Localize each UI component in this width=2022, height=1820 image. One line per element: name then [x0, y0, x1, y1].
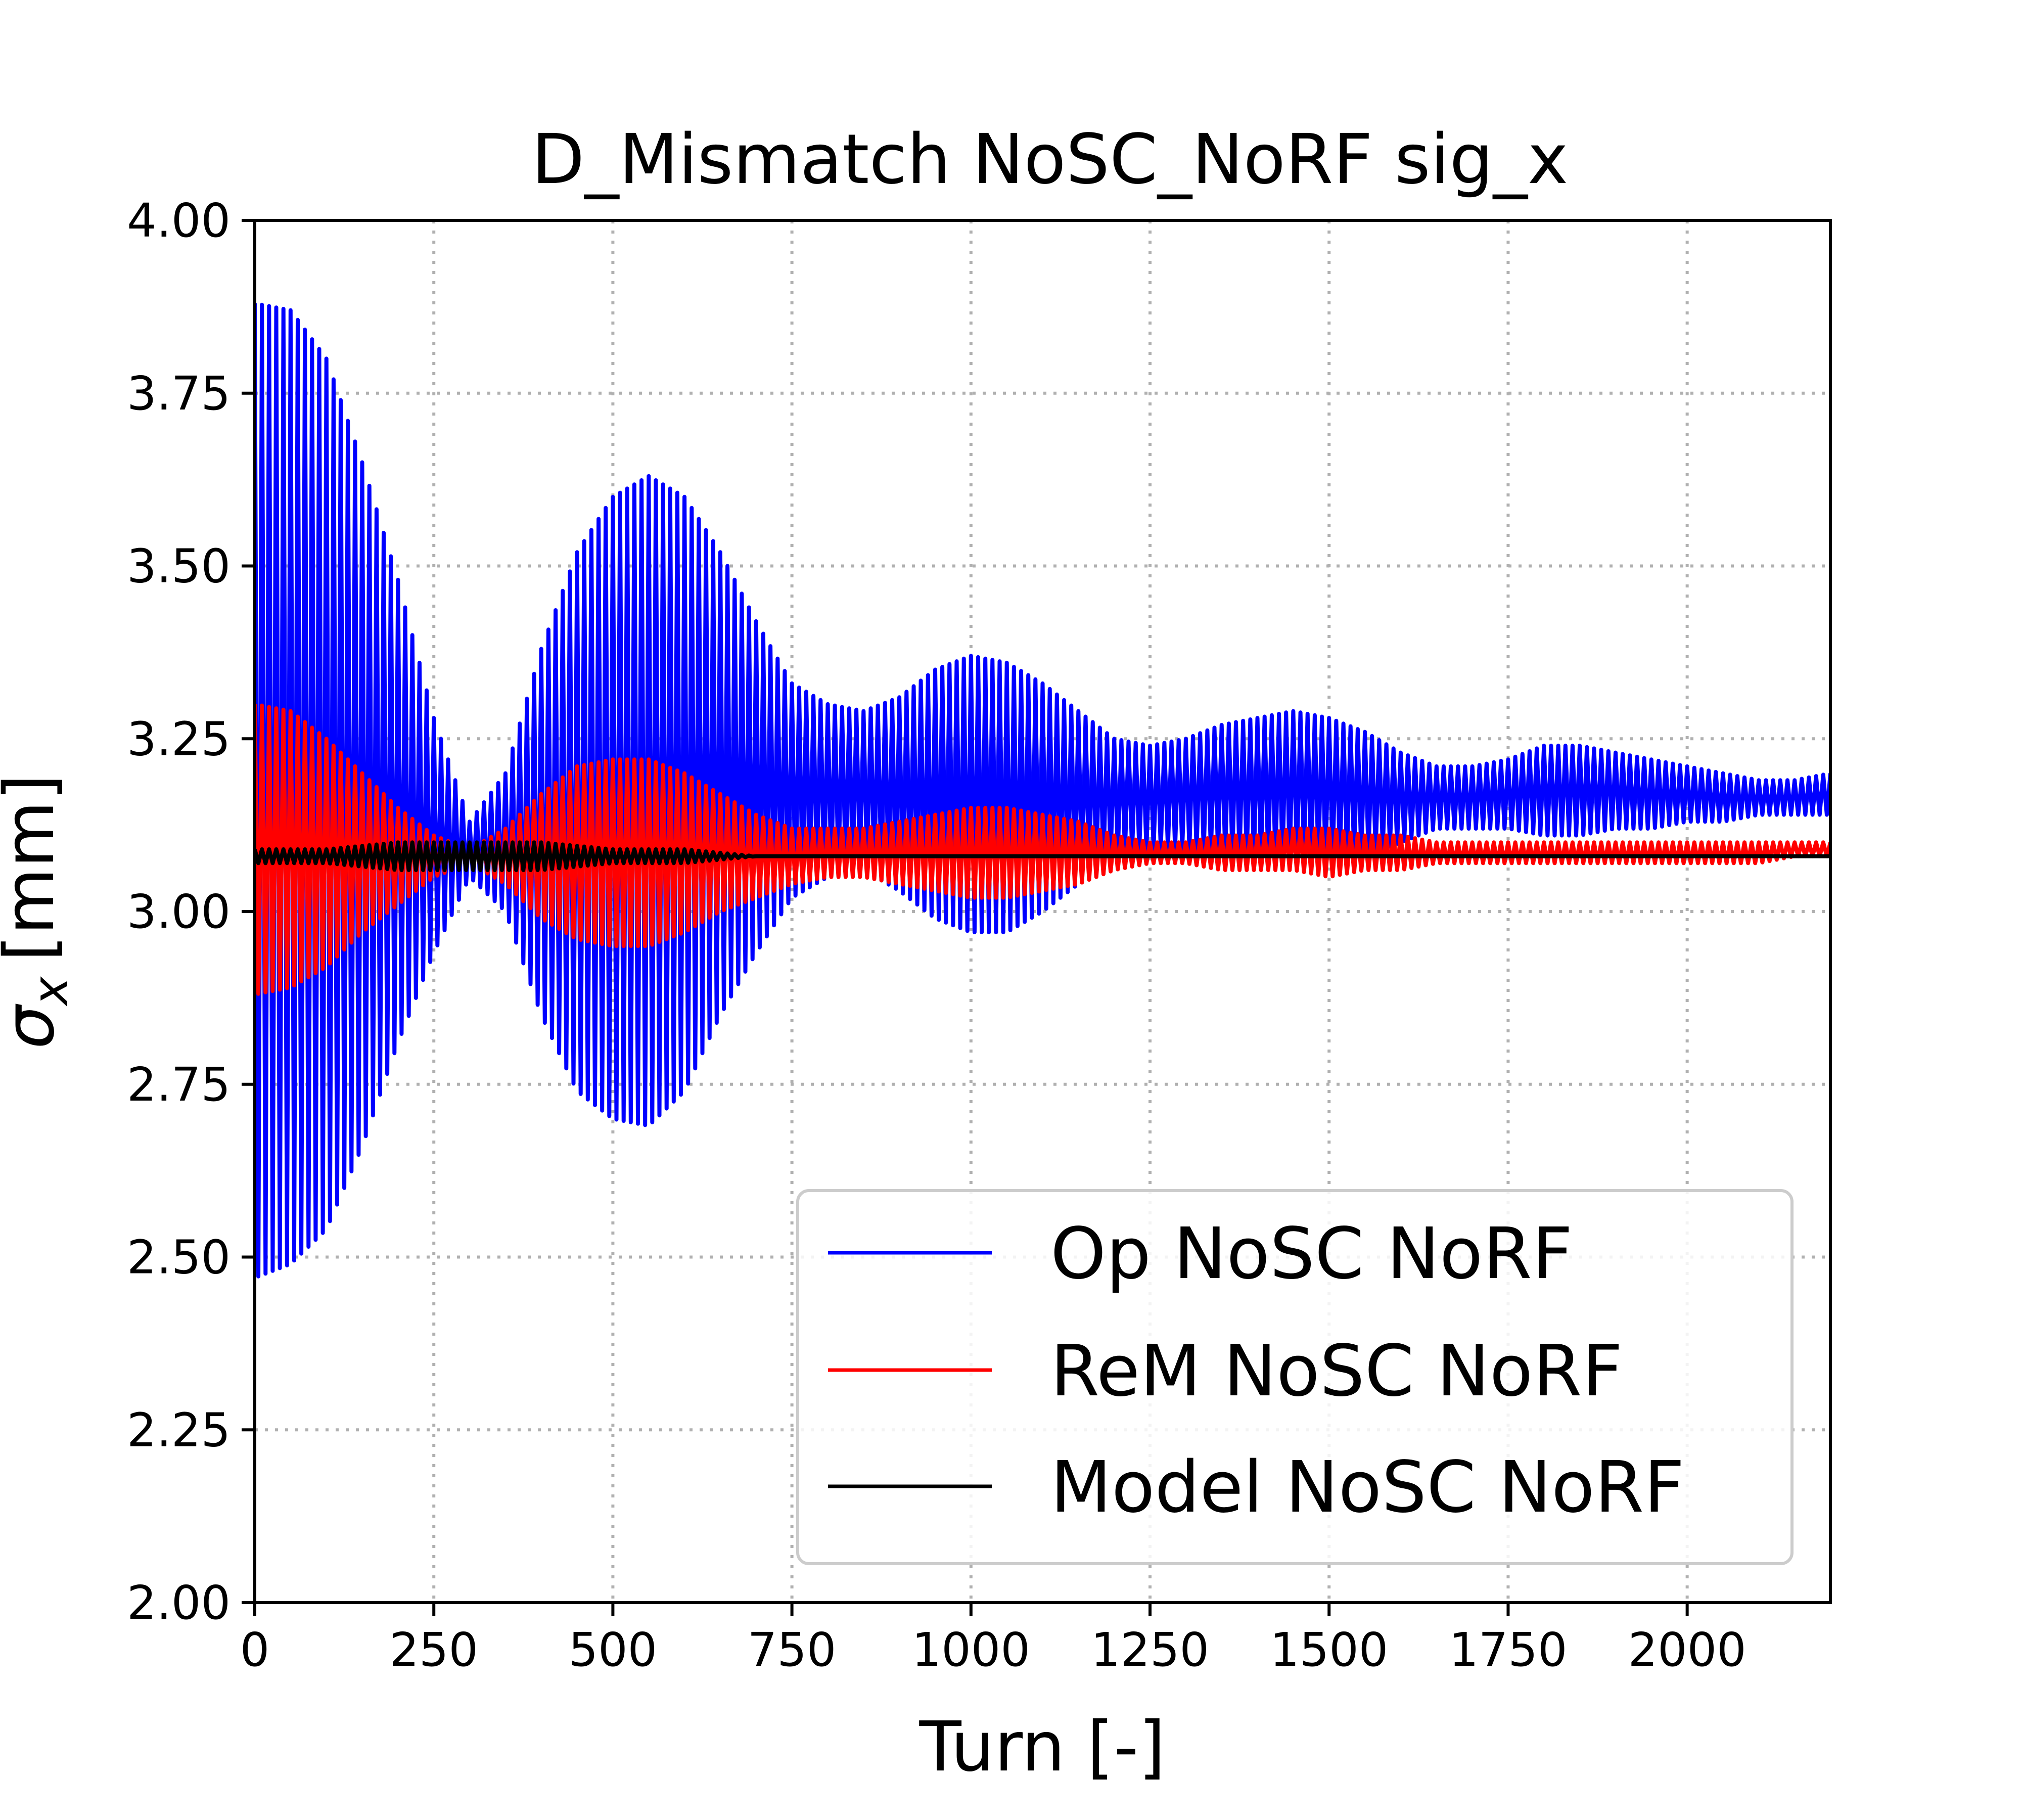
y-tick-label: 2.75 — [127, 1058, 231, 1112]
x-tick-label: 1000 — [912, 1623, 1030, 1677]
x-tick-label: 1250 — [1091, 1623, 1209, 1677]
y-axis-label: σx [mm] — [0, 774, 79, 1049]
series-line-model — [255, 840, 1830, 872]
y-axis-label-symbol: σ — [0, 1004, 70, 1049]
x-tick-label: 0 — [240, 1623, 270, 1677]
x-tick-label: 1500 — [1270, 1623, 1388, 1677]
x-tick-label: 1750 — [1449, 1623, 1567, 1677]
y-axis-label-unit: [mm] — [0, 774, 70, 962]
y-axis-label-subscript: x — [22, 976, 79, 1007]
y-tick-label: 2.50 — [127, 1231, 231, 1285]
x-tick-label: 750 — [748, 1623, 837, 1677]
y-tick-label: 3.50 — [127, 539, 231, 594]
x-axis-label: Turn [-] — [919, 1707, 1166, 1787]
y-axis-ticks: 2.00 2.25 2.50 2.75 3.00 3.25 3.50 3.75 4.00 — [127, 194, 255, 1630]
y-tick-label: 2.25 — [127, 1403, 231, 1457]
series-layer — [255, 302, 1830, 1279]
legend-box — [796, 1189, 1794, 1565]
x-tick-label: 250 — [389, 1623, 478, 1677]
y-tick-label: 2.00 — [127, 1576, 231, 1630]
legend-label-rem: ReM NoSC NoRF — [1050, 1330, 1623, 1413]
x-axis-ticks: 0 250 500 750 1000 1250 1500 1750 2000 — [240, 1603, 1747, 1677]
x-tick-label: 2000 — [1628, 1623, 1747, 1677]
y-tick-label: 3.25 — [127, 712, 231, 766]
x-tick-label: 500 — [569, 1623, 658, 1677]
chart-title: D_Mismatch NoSC_NoRF sig_x — [532, 120, 1569, 200]
y-tick-label: 4.00 — [127, 194, 231, 248]
y-tick-label: 3.00 — [127, 885, 231, 939]
y-tick-label: 3.75 — [127, 367, 231, 421]
legend-label-op: Op NoSC NoRF — [1050, 1213, 1573, 1295]
legend-label-model: Model NoSC NoRF — [1050, 1446, 1685, 1529]
legend: Op NoSC NoRF ReM NoSC NoRF Model NoSC No… — [796, 1189, 1794, 1565]
